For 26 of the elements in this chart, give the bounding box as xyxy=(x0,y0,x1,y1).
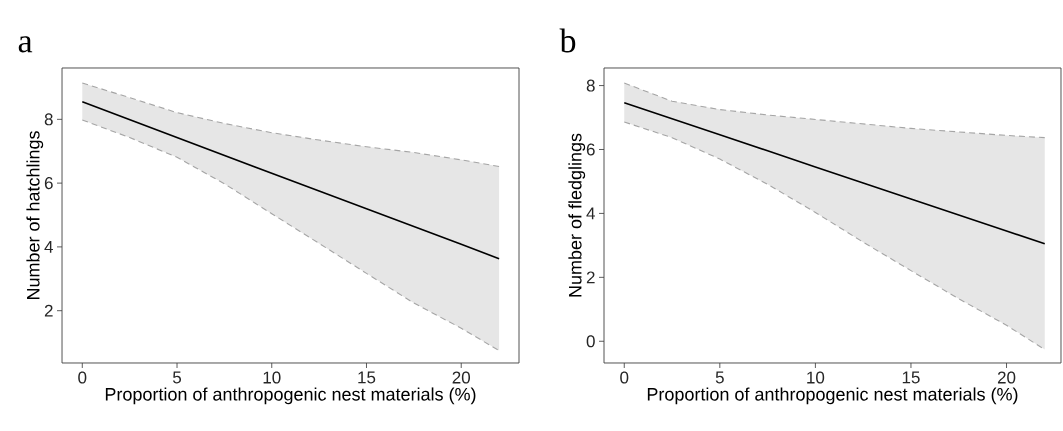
y-tick-label: 4 xyxy=(44,241,53,253)
y-axis-title: Number of hatchlings xyxy=(26,131,44,300)
x-axis-title: Proportion of anthropogenic nest materials (%) xyxy=(105,387,476,405)
chart-title: b xyxy=(559,28,576,53)
y-tick-label: 2 xyxy=(586,271,595,284)
x-tick-label: 20 xyxy=(997,371,1016,384)
line-series xyxy=(81,82,500,168)
x-tick-label: 10 xyxy=(263,371,281,384)
x-tick-label: 15 xyxy=(358,371,376,384)
x-tick-label: 5 xyxy=(715,371,724,384)
x-tick-label: 20 xyxy=(452,371,471,384)
y-tick-label: 6 xyxy=(44,177,53,190)
y-tick-label: 4 xyxy=(586,207,595,220)
x-tick-label: 10 xyxy=(807,371,825,384)
x-tick-label: 0 xyxy=(620,371,629,384)
y-tick-label: 2 xyxy=(44,304,53,317)
x-tick-label: 15 xyxy=(902,371,920,384)
chart-title: a xyxy=(18,36,33,53)
y-tick-label: 6 xyxy=(586,143,595,156)
y-tick-label: 0 xyxy=(586,335,595,348)
y-tick-label: 8 xyxy=(44,113,53,126)
x-tick-label: 0 xyxy=(78,371,87,384)
y-tick-label: 8 xyxy=(586,79,595,92)
x-axis-title: Proportion of anthropogenic nest materials (%) xyxy=(647,387,1018,405)
y-axis-title: Number of fledglings xyxy=(568,133,586,297)
x-tick-label: 5 xyxy=(172,371,182,384)
